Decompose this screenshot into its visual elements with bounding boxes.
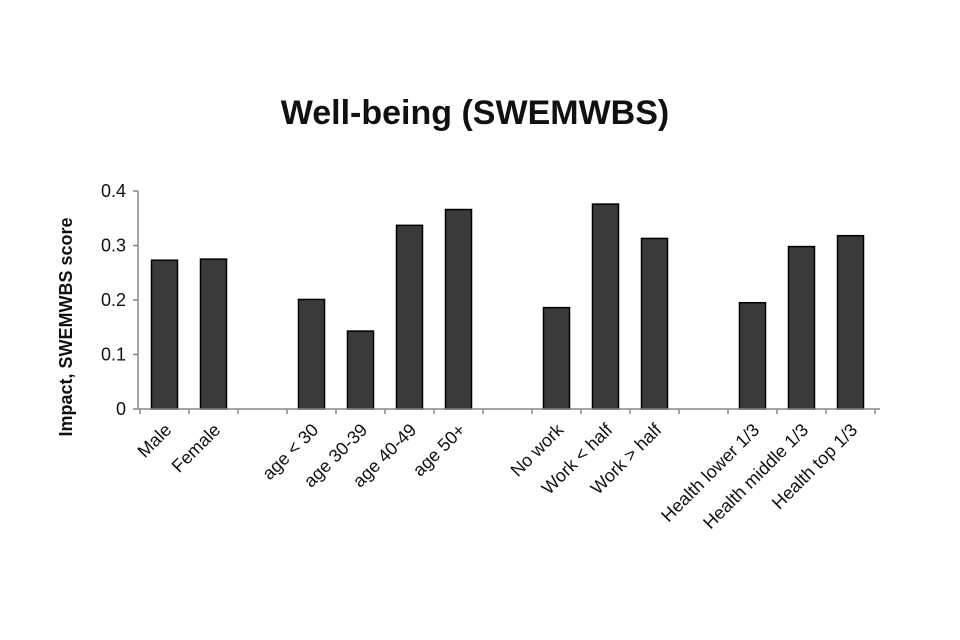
bar-male [150, 259, 179, 410]
x-tick-label: Female [168, 420, 225, 477]
bar-no-work [542, 306, 571, 410]
bar-health-middle-1-3 [787, 245, 816, 410]
bar-age-30-39 [346, 330, 375, 410]
bar-age-30 [297, 298, 326, 410]
y-tick-label: 0 [116, 399, 126, 419]
bar-female [199, 258, 228, 410]
bar-work-half [640, 237, 669, 410]
y-axis: 0 0.1 0.2 0.3 0.4 [101, 181, 139, 419]
x-axis [138, 408, 880, 414]
y-tick-label: 0.3 [101, 236, 126, 256]
bar-work-half [591, 203, 620, 410]
bar-health-lower-1-3 [738, 301, 767, 410]
bar-health-top-1-3 [836, 234, 865, 410]
y-tick-label: 0.4 [101, 181, 126, 201]
y-tick-label: 0.2 [101, 290, 126, 310]
y-axis-title: Impact, SWEMWBS score [56, 217, 76, 436]
bar-age-40-49 [395, 224, 424, 410]
x-tick-label: Male [134, 420, 176, 462]
chart-title: Well-being (SWEMWBS) [281, 94, 669, 132]
x-tick-label: Health top 1/3 [768, 420, 861, 513]
x-tick-label: age 50+ [409, 420, 470, 481]
bars-group [150, 203, 865, 410]
bar-age-50 [444, 208, 473, 410]
y-tick-label: 0.1 [101, 345, 126, 365]
